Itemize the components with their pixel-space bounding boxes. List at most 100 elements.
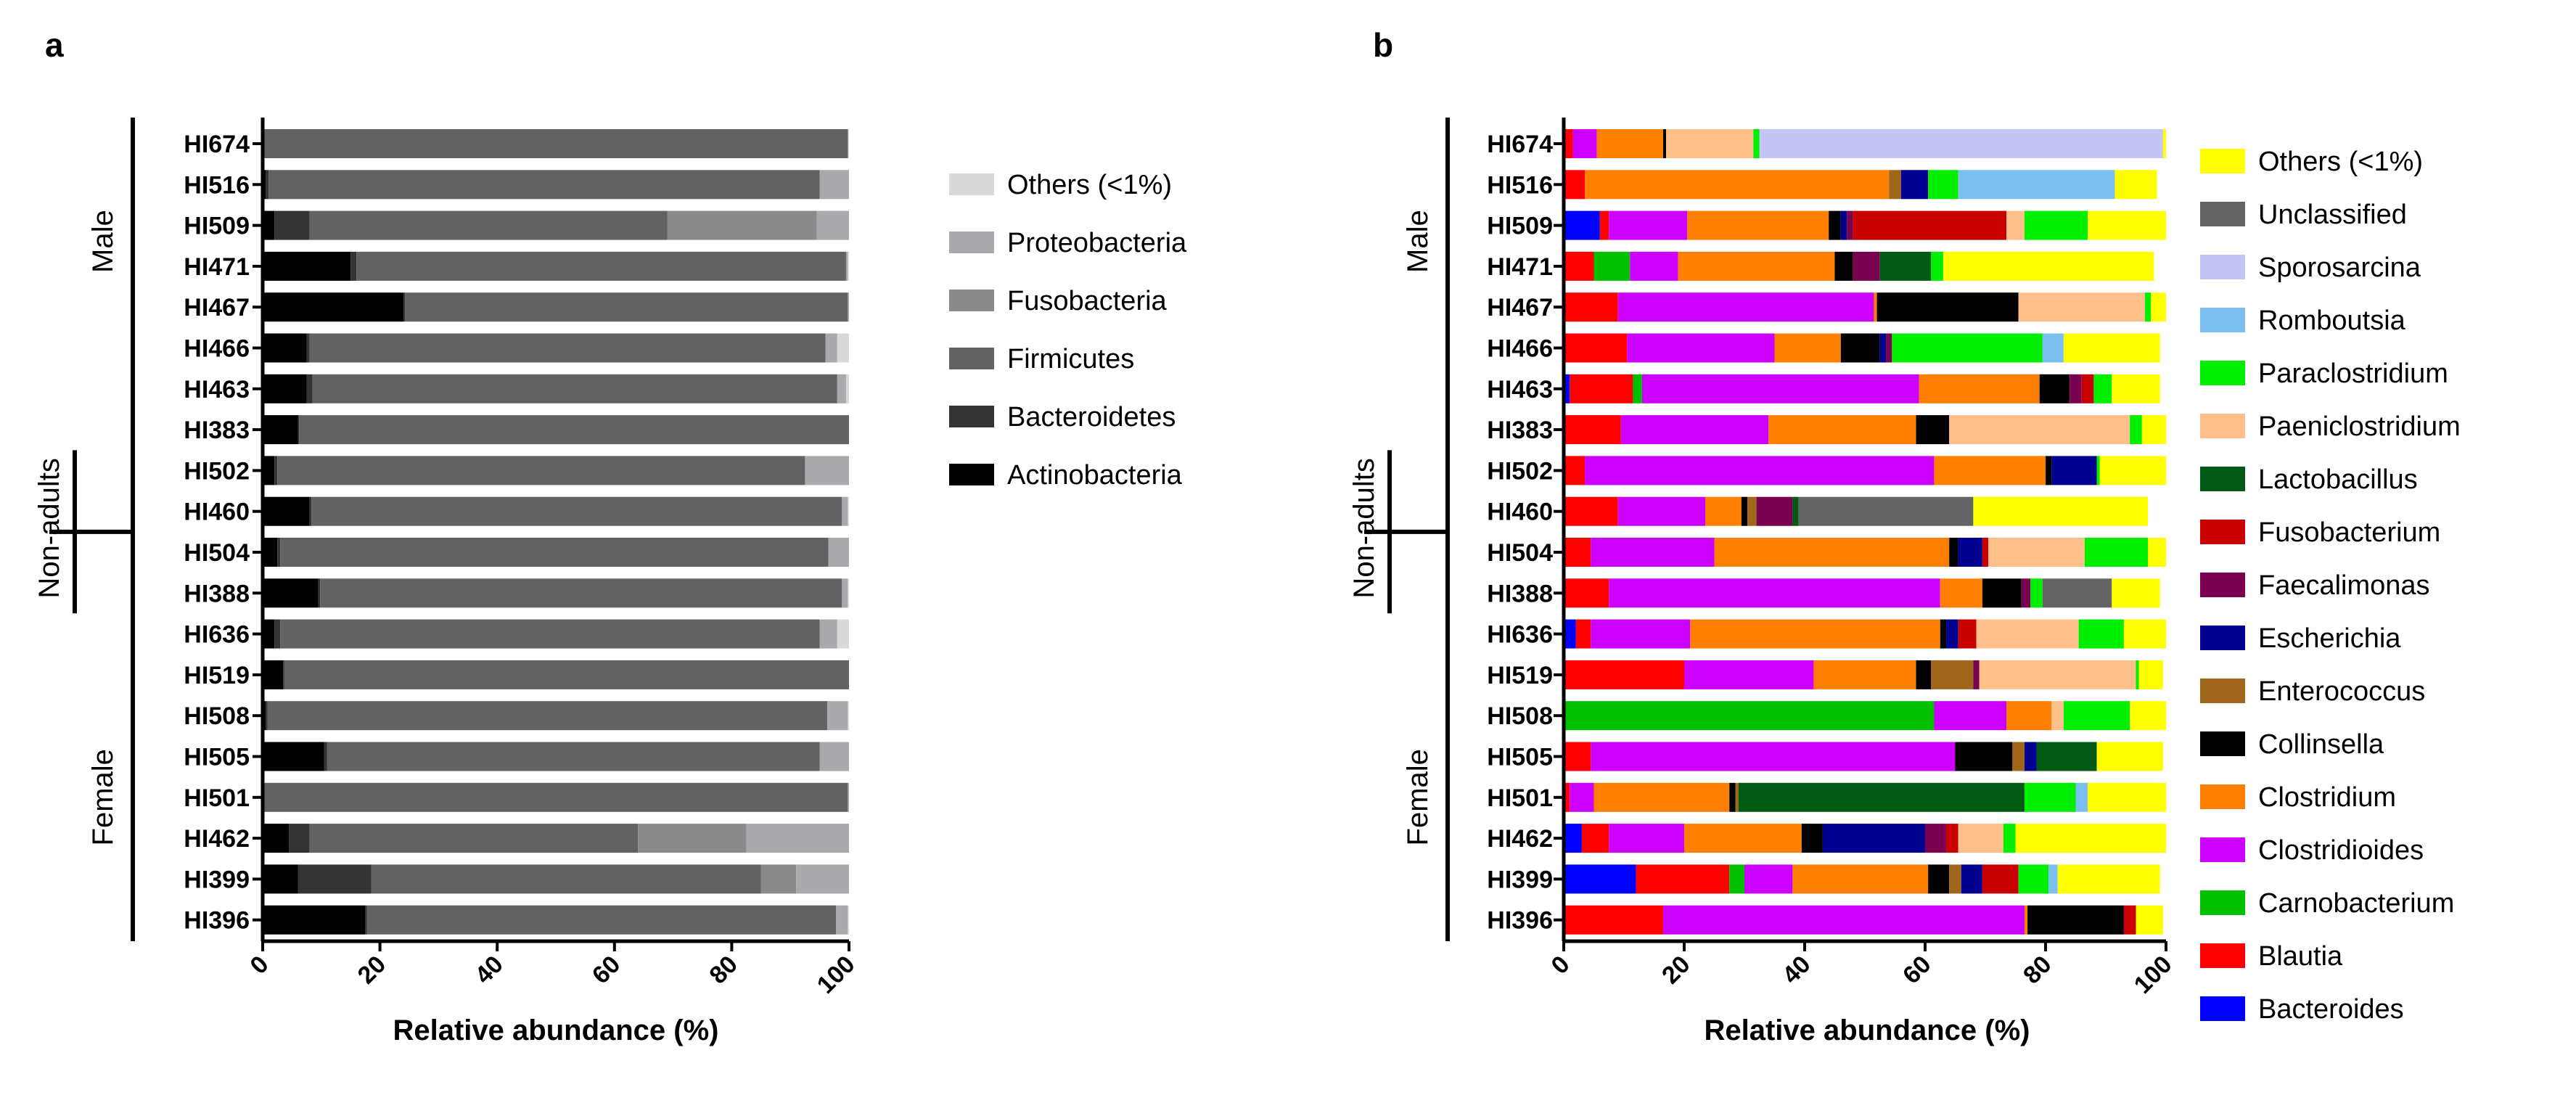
bar-segment xyxy=(1874,292,1877,322)
row-label: HI504 xyxy=(1487,539,1553,567)
row-label: HI502 xyxy=(1487,457,1553,485)
legend-swatch xyxy=(2200,467,2245,491)
legend-label: Faecalimonas xyxy=(2258,570,2430,601)
bar-segment xyxy=(263,538,278,567)
bar-segment xyxy=(1705,496,1742,526)
bar-segment xyxy=(263,864,298,894)
bar-segment xyxy=(1919,374,2040,403)
bar-segment xyxy=(1988,538,2085,567)
x-tick-label: 40 xyxy=(469,951,509,990)
bar-segment xyxy=(1585,170,1890,200)
legend-label: Lactobacillus xyxy=(2258,464,2418,495)
bar-segment xyxy=(816,210,849,240)
legend-label: Fusobacteria xyxy=(1007,286,1168,316)
x-axis-title: Relative abundance (%) xyxy=(1704,1014,2030,1046)
x-tick-label: 0 xyxy=(245,951,274,980)
group-label-non-adults: Non-adults xyxy=(1348,458,1380,598)
bar-segment xyxy=(1617,292,1874,322)
bar-segment xyxy=(2042,333,2064,363)
bar-segment xyxy=(263,742,324,771)
bar-segment xyxy=(2096,742,2163,771)
bar-segment xyxy=(263,333,307,363)
bar-segment xyxy=(2051,701,2064,731)
bar-segment xyxy=(1892,333,2043,363)
bar-segment xyxy=(1958,619,1977,649)
bar-segment xyxy=(1564,333,1628,363)
x-tick-label: 60 xyxy=(587,951,626,990)
bar-segment xyxy=(1889,170,1901,200)
bar-segment xyxy=(1575,619,1591,649)
bar-segment xyxy=(1564,538,1591,567)
bar-segment xyxy=(1593,782,1730,812)
x-tick-label: 100 xyxy=(812,951,861,999)
bar-segment xyxy=(1759,129,2163,158)
row-label: HI502 xyxy=(184,457,250,485)
bar-segment xyxy=(1792,864,1929,894)
legend-label: Collinsella xyxy=(2258,729,2384,760)
bar-segment xyxy=(2063,701,2130,731)
legend-label: Enterococcus xyxy=(2258,676,2425,707)
bar-segment xyxy=(1591,742,1956,771)
bar-segment xyxy=(366,905,837,935)
bar-segment xyxy=(2024,742,2037,771)
bar-segment xyxy=(848,905,849,935)
bar-segment xyxy=(848,292,849,322)
bar-segment xyxy=(1792,496,1799,526)
bar-segment xyxy=(1570,374,1633,403)
bar-segment xyxy=(2148,538,2166,567)
bar-segment xyxy=(1822,824,1925,853)
bar-segment xyxy=(2018,292,2145,322)
bar-segment xyxy=(263,210,275,240)
row-label: HI505 xyxy=(1487,744,1553,771)
bar-segment xyxy=(309,333,826,363)
bar-segment xyxy=(1564,742,1591,771)
bar-segment xyxy=(848,496,849,526)
bar-segment xyxy=(2078,619,2124,649)
legend-label: Actinobacteria xyxy=(1007,460,1183,491)
bar-segment xyxy=(1798,496,1974,526)
bar-segment xyxy=(1934,456,2046,485)
bar-segment xyxy=(280,538,829,567)
bar-segment xyxy=(263,905,366,935)
row-label: HI466 xyxy=(184,335,250,363)
x-tick-label: 0 xyxy=(1546,951,1575,980)
group-label-female: Female xyxy=(1402,749,1434,845)
bar-segment xyxy=(1735,782,1739,812)
bar-segment xyxy=(845,251,848,281)
bar-segment xyxy=(2036,742,2097,771)
legend-label: Escherichia xyxy=(2258,623,2401,654)
row-label: HI674 xyxy=(184,131,250,158)
legend-swatch xyxy=(2200,361,2245,385)
bar-segment xyxy=(1958,170,2115,200)
bar-segment xyxy=(842,578,848,608)
bar-segment xyxy=(1853,251,1880,281)
legend-swatch xyxy=(2200,573,2245,597)
bar-segment xyxy=(1768,415,1916,445)
bar-segment xyxy=(837,619,849,649)
row-label: HI509 xyxy=(1487,213,1553,240)
bar-segment xyxy=(842,496,848,526)
row-label: HI396 xyxy=(184,907,250,935)
bar-segment xyxy=(1564,824,1582,853)
bar-segment xyxy=(667,210,817,240)
bar-segment xyxy=(1591,538,1715,567)
legend-label: Romboutsia xyxy=(2258,306,2406,336)
legend-label: Others (<1%) xyxy=(1007,170,1172,200)
bar-segment xyxy=(1666,129,1754,158)
bar-segment xyxy=(1958,824,2003,853)
legend-label: Bacteroidetes xyxy=(1007,402,1176,432)
legend-label: Paeniclostridium xyxy=(2258,411,2461,442)
bar-segment xyxy=(1928,864,1950,894)
x-tick-label: 40 xyxy=(1777,951,1816,990)
legend-swatch xyxy=(949,464,994,485)
bar-segment xyxy=(1886,333,1892,363)
bar-segment xyxy=(2006,210,2025,240)
bar-segment xyxy=(1744,864,1793,894)
bar-segment xyxy=(309,824,639,853)
x-tick-label: 100 xyxy=(2129,951,2178,999)
bar-segment xyxy=(2012,742,2025,771)
legend-swatch xyxy=(2200,731,2245,756)
bar-segment xyxy=(2136,660,2139,689)
bar-segment xyxy=(1609,824,1684,853)
bar-segment xyxy=(2130,415,2142,445)
